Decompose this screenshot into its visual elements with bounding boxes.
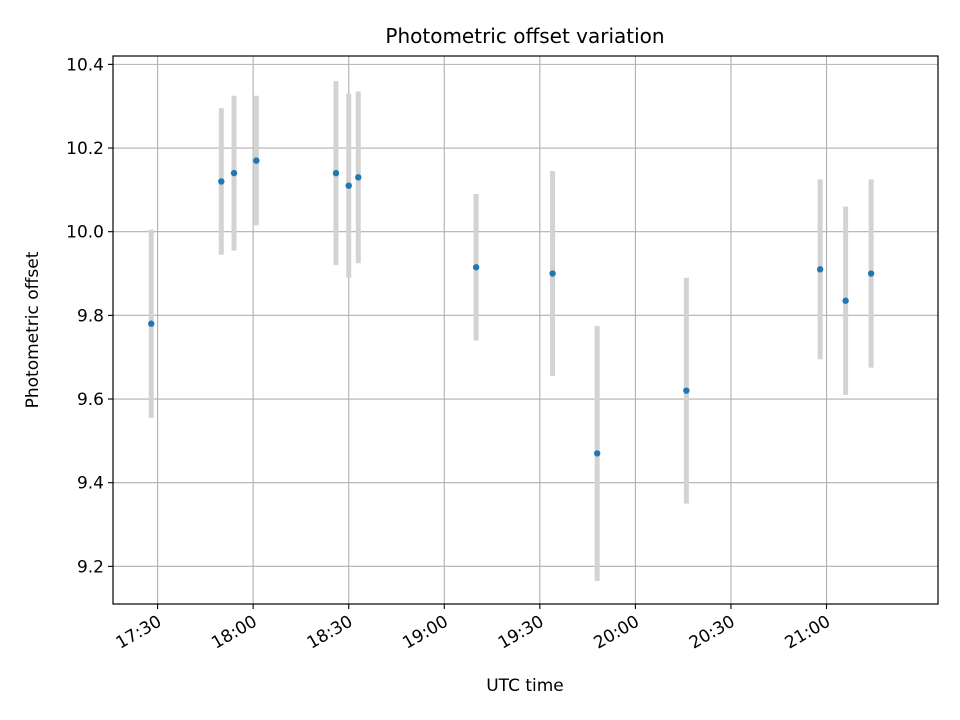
data-point — [253, 157, 260, 164]
y-tick-label: 10.0 — [66, 223, 104, 243]
data-point — [472, 264, 480, 271]
x-tick-label: 20:00 — [590, 612, 642, 654]
x-tick-label: 19:00 — [399, 612, 451, 654]
data-point — [683, 387, 690, 394]
x-tick-label: 18:30 — [304, 612, 356, 654]
y-tick-label: 9.4 — [77, 474, 104, 494]
data-point — [593, 450, 601, 457]
data-point — [345, 182, 352, 189]
y-tick-label: 9.2 — [77, 557, 104, 577]
x-tick-label: 21:00 — [782, 612, 834, 654]
y-tick-label: 9.8 — [77, 306, 104, 326]
y-axis-label: Photometric offset — [23, 251, 43, 408]
plot-frame — [112, 55, 939, 605]
data-point — [867, 270, 875, 277]
grid-lines — [113, 56, 938, 604]
data-points — [148, 157, 875, 457]
x-tick-label: 19:30 — [495, 612, 547, 654]
data-point — [148, 320, 155, 327]
x-tick-label: 17:30 — [113, 612, 165, 654]
y-tick-label: 10.4 — [66, 55, 104, 75]
data-point — [218, 178, 225, 185]
x-axis-label: UTC time — [486, 676, 564, 696]
data-point — [549, 270, 556, 277]
x-axis-ticks: 17:30 18:00 18:30 19:00 19:30 20:00 20:30 21:00 — [113, 604, 834, 653]
chart-title: Photometric offset variation — [385, 24, 664, 48]
data-point — [355, 174, 362, 181]
y-tick-label: 9.6 — [77, 390, 104, 410]
x-tick-label: 20:30 — [686, 612, 738, 654]
data-point — [816, 266, 824, 273]
data-point — [230, 169, 238, 177]
error-bars — [148, 81, 874, 581]
data-point — [842, 297, 849, 304]
y-tick-label: 10.2 — [66, 139, 104, 159]
data-point — [332, 169, 340, 177]
y-axis-ticks: 9.2 9.4 9.6 9.8 10.0 10.2 10.4 — [66, 55, 113, 577]
x-tick-label: 18:00 — [208, 612, 260, 654]
